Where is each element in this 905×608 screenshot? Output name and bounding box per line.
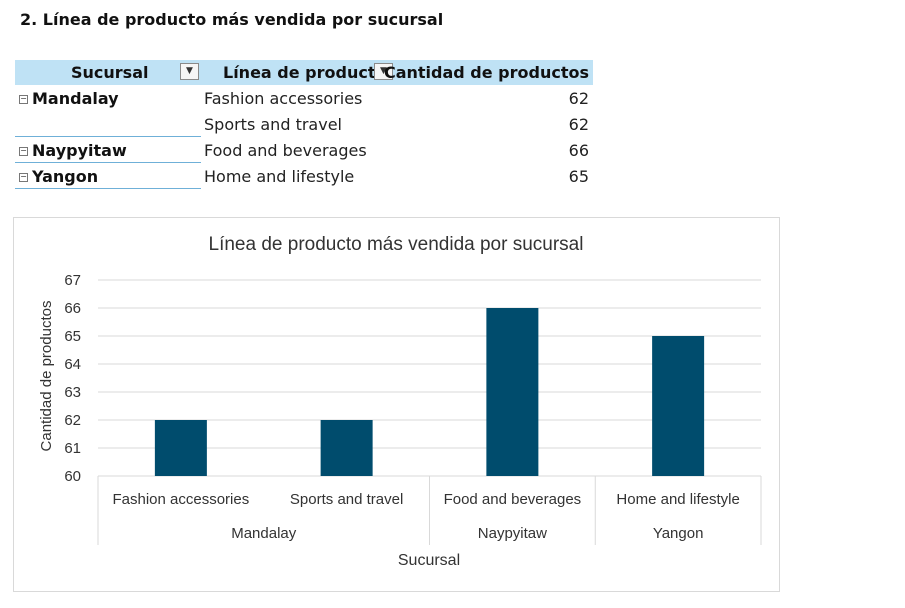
collapse-icon[interactable]: − bbox=[19, 146, 28, 156]
bar bbox=[154, 420, 207, 476]
x-group-label: Yangon bbox=[653, 525, 704, 542]
header-linea: Línea de producto bbox=[223, 63, 387, 82]
x-tick-label: Fashion accessories bbox=[113, 491, 250, 508]
chart-container[interactable]: Línea de producto más vendida por sucurs… bbox=[13, 217, 780, 592]
sucursal-value: Naypyitaw bbox=[32, 141, 127, 160]
chart-title: Línea de producto más vendida por sucurs… bbox=[209, 234, 584, 255]
collapse-icon[interactable]: − bbox=[19, 172, 28, 182]
x-tick-label: Sports and travel bbox=[290, 491, 403, 508]
x-tick-label: Home and lifestyle bbox=[616, 491, 739, 508]
linea-value: Home and lifestyle bbox=[204, 167, 355, 186]
pivot-header-row: Sucursal ▼ Línea de producto ▼ Cantidad … bbox=[15, 60, 593, 85]
linea-value: Food and beverages bbox=[204, 141, 367, 160]
cantidad-value: 62 bbox=[568, 89, 589, 108]
section-heading: 2. Línea de producto más vendida por suc… bbox=[20, 10, 444, 29]
bar bbox=[652, 336, 705, 476]
y-tick-label: 63 bbox=[64, 384, 81, 401]
y-tick-label: 60 bbox=[64, 468, 81, 485]
y-tick-label: 65 bbox=[64, 328, 81, 345]
x-group-label: Naypyitaw bbox=[478, 525, 547, 542]
sucursal-value: Mandalay bbox=[32, 89, 119, 108]
cantidad-value: 66 bbox=[568, 141, 589, 160]
pivot-row: − Naypyitaw Food and beverages 66 bbox=[15, 137, 593, 163]
bar-chart: Línea de producto más vendida por sucurs… bbox=[38, 234, 762, 569]
header-sucursal: Sucursal bbox=[71, 63, 149, 82]
pivot-row: Sports and travel 62 bbox=[15, 111, 593, 137]
y-tick-label: 64 bbox=[64, 356, 81, 373]
y-tick-label: 66 bbox=[64, 300, 81, 317]
group-underline bbox=[15, 162, 201, 163]
linea-filter-icon[interactable]: ▼ bbox=[374, 63, 393, 80]
group-underline bbox=[15, 188, 201, 189]
x-axis-label: Sucursal bbox=[398, 552, 460, 569]
sucursal-value: Yangon bbox=[32, 167, 99, 186]
row-label-sucursal: − Mandalay bbox=[19, 89, 119, 108]
linea-value: Sports and travel bbox=[204, 115, 342, 134]
header-cantidad: Cantidad de productos bbox=[383, 63, 589, 82]
y-tick-label: 67 bbox=[64, 272, 81, 289]
collapse-icon[interactable]: − bbox=[19, 94, 28, 104]
y-tick-label: 62 bbox=[64, 412, 81, 429]
row-label-sucursal: − Naypyitaw bbox=[19, 141, 127, 160]
x-tick-label: Food and beverages bbox=[444, 491, 582, 508]
y-axis-label: Cantidad de productos bbox=[38, 301, 55, 452]
group-underline bbox=[15, 136, 201, 137]
pivot-row: − Yangon Home and lifestyle 65 bbox=[15, 163, 593, 189]
y-tick-label: 61 bbox=[64, 440, 81, 457]
bar bbox=[486, 308, 539, 476]
cantidad-value: 62 bbox=[568, 115, 589, 134]
cantidad-value: 65 bbox=[568, 167, 589, 186]
row-label-sucursal: − Yangon bbox=[19, 167, 98, 186]
bar bbox=[320, 420, 373, 476]
sucursal-filter-dropdown[interactable]: ▼ bbox=[180, 63, 199, 80]
pivot-row: − Mandalay Fashion accessories 62 bbox=[15, 85, 593, 111]
x-group-label: Mandalay bbox=[231, 525, 297, 542]
pivot-table: Sucursal ▼ Línea de producto ▼ Cantidad … bbox=[15, 60, 593, 189]
linea-value: Fashion accessories bbox=[204, 89, 363, 108]
